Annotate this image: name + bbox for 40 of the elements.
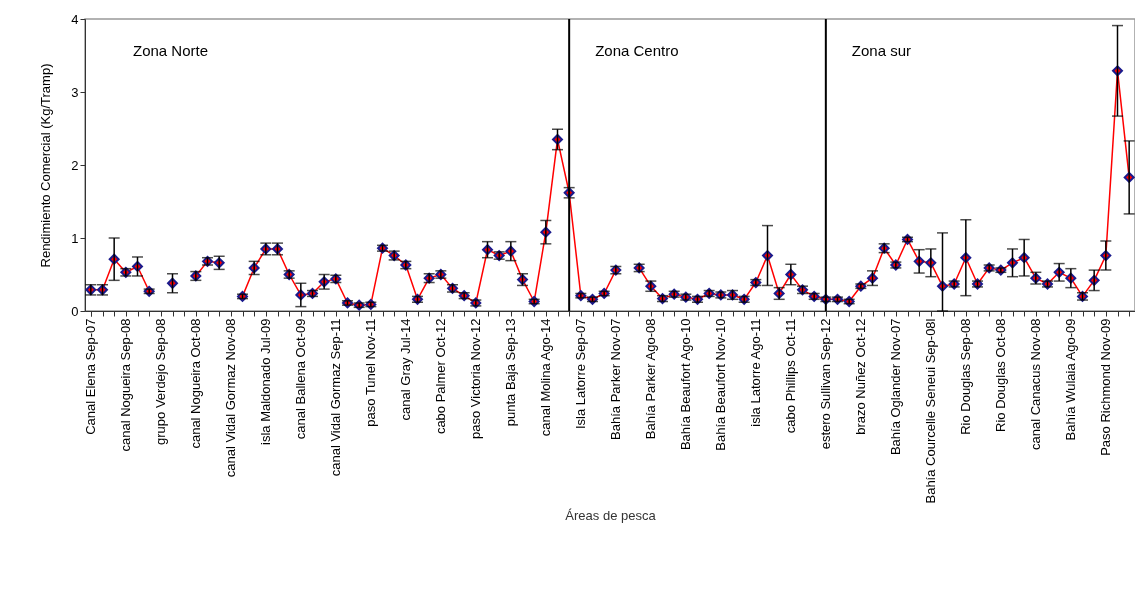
x-tick-label: Bahía Wulaia Ago-09: [1063, 318, 1079, 441]
y-tick-label: 4: [71, 11, 79, 27]
x-tick-label: estero Sullivan Sep-12: [818, 318, 834, 450]
x-tick-label: cabo Phillips Oct-11: [783, 318, 799, 434]
x-tick-label: Paso Richmond Nov-09: [1098, 318, 1114, 456]
x-tick-label: canal Nogueira Oct-08: [188, 318, 204, 449]
y-tick-label: 3: [71, 84, 79, 100]
annotation: Zona Norte: [133, 42, 209, 59]
x-tick-label: Canal Elena Sep-07: [83, 318, 99, 435]
x-tick-label: Bahía Courcelle Seneui Sep-08l: [923, 318, 939, 504]
x-tick-label: Bahía Parker Nov-07: [608, 318, 624, 440]
x-tick-label: paso Victoria Nov-12: [468, 318, 484, 439]
y-axis-title: Rendimiento Comercial (Kg/Tramp): [38, 63, 54, 268]
x-tick-label: grupo Verdejo Sep-08: [153, 318, 169, 445]
x-tick-label: punta Baja Sep-13: [503, 318, 519, 427]
x-tick-label: Bahía Beaufort Ago-10: [678, 318, 694, 451]
x-tick-label: canal Vidal Gormaz Nov-08: [223, 318, 239, 478]
x-tick-label: canal Canacus Nov-08: [1028, 318, 1044, 451]
x-tick-label: brazo Nuñez Oct-12: [853, 318, 869, 435]
y-tick-label: 0: [71, 303, 79, 319]
x-axis-title: Áreas de pesca: [565, 507, 657, 523]
x-tick-label: Rio Douglas Sep-08: [958, 318, 974, 435]
y-tick-label: 1: [71, 230, 79, 246]
x-tick-label: cabo Palmer Oct-12: [433, 318, 449, 435]
x-tick-label: Rio Douglas Oct-08: [993, 318, 1009, 432]
x-tick-label: paso Tunel Nov-11: [363, 318, 379, 427]
x-tick-label: canal Nogueira Sep-08: [118, 318, 134, 452]
x-tick-label: isla Maldonado Jul-09: [258, 318, 274, 445]
x-tick-label: Bahía Oglander Nov-07: [888, 318, 904, 456]
x-tick-label: canal Molina Ago-14: [538, 318, 554, 437]
x-tick-label: canal Vidal Gormaz Sep-11: [328, 318, 344, 477]
x-tick-label: Bahía Beaufort Nov-10: [713, 318, 729, 451]
x-tick-label: Bahía Parker Ago-08: [643, 318, 659, 440]
y-tick-label: 2: [71, 157, 79, 173]
x-tick-label: Isla Latorre Sep-07: [573, 318, 589, 430]
x-tick-label: canal Gray Jul-14: [398, 318, 414, 421]
annotation: Zona sur: [851, 42, 912, 59]
x-tick-label: isla Latorre Ago-11: [748, 318, 764, 427]
annotation: Zona Centro: [595, 42, 679, 59]
x-tick-label: canal Ballena Oct-09: [293, 318, 309, 440]
